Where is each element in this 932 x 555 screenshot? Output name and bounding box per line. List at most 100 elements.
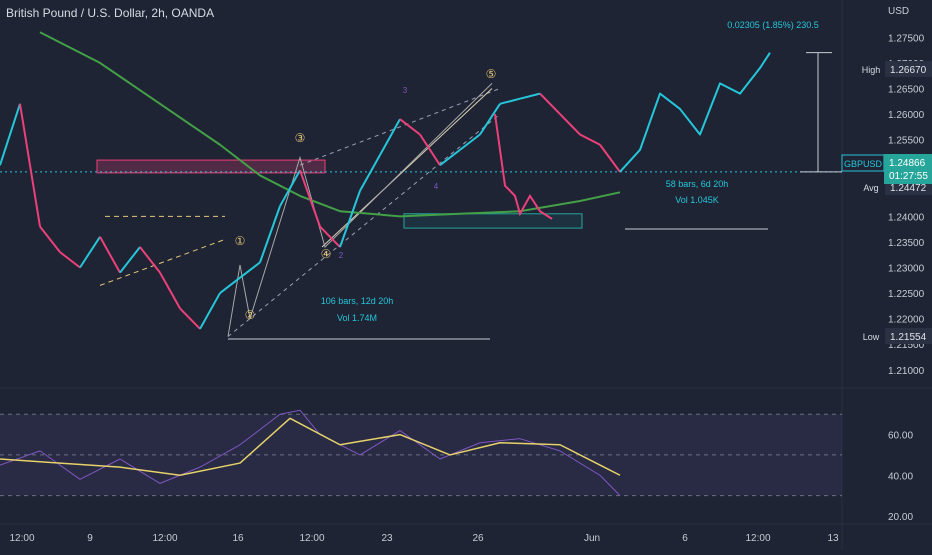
time-tick-label: 13 <box>827 533 839 544</box>
price-segment <box>379 118 401 156</box>
price-segment <box>279 169 301 207</box>
wave-sublabel: 2 <box>339 251 344 260</box>
rsi-tick-label: 40.00 <box>888 471 913 482</box>
wave-sublabel: 4 <box>434 182 439 191</box>
time-tick-label: 12:00 <box>9 533 34 544</box>
support-zone <box>403 213 583 229</box>
price-segment <box>359 154 381 192</box>
avg-value: 1.24472 <box>890 183 927 194</box>
price-segment <box>19 103 41 227</box>
price-segment <box>139 246 161 274</box>
time-tick-label: 23 <box>381 533 393 544</box>
high-label-bg <box>857 61 885 77</box>
price-segment <box>159 272 181 309</box>
elliott-wave-path <box>227 83 493 337</box>
high-value-bg <box>885 61 932 77</box>
last-value-bg <box>884 154 932 184</box>
low-label-bg <box>857 328 885 344</box>
price-segment <box>239 261 261 279</box>
price-tick-label: 1.21500 <box>888 340 925 351</box>
price-segment <box>479 103 501 136</box>
price-segment <box>179 307 201 330</box>
price-segment <box>259 205 281 263</box>
price-tick-label: 1.22500 <box>888 289 925 300</box>
time-tick-label: 12:00 <box>745 533 770 544</box>
wave-label: ③ <box>295 131 306 145</box>
wave-label: ④ <box>321 247 332 261</box>
price-segment <box>539 92 561 115</box>
price-tick-label: 1.26000 <box>888 110 925 121</box>
time-tick-label: 12:00 <box>152 533 177 544</box>
price-segment <box>39 225 61 253</box>
price-tick-label: 1.25500 <box>888 136 925 147</box>
price-segment <box>459 133 481 151</box>
time-tick-label: 16 <box>232 533 244 544</box>
price-segment <box>559 113 581 136</box>
price-segment <box>199 292 221 330</box>
wave-label: ② <box>245 308 256 322</box>
price-segment <box>59 251 81 269</box>
price-segment <box>439 149 461 166</box>
price-tick-label: 1.21000 <box>888 366 925 377</box>
price-tick-label: 1.23000 <box>888 263 925 274</box>
price-segment <box>219 276 241 294</box>
bearish-projection-line <box>494 113 553 220</box>
rsi-line <box>0 409 621 496</box>
rsi-tick-label: 20.00 <box>888 512 913 523</box>
channel-line <box>227 113 501 337</box>
time-tick-label: Jun <box>584 533 600 544</box>
moving-average-line <box>39 31 621 218</box>
resistance-zone <box>96 159 326 174</box>
price-tick-label: 1.23500 <box>888 238 925 249</box>
high-value: 1.26670 <box>890 65 927 76</box>
price-segment <box>79 236 101 269</box>
range-right-bars: 58 bars, 6d 20h <box>666 179 729 189</box>
wave-label: ① <box>235 234 246 248</box>
channel-line <box>299 88 501 166</box>
price-axis-unit: USD <box>888 6 909 17</box>
price-segment <box>419 133 441 166</box>
price-segment <box>499 97 521 105</box>
avg-label: Avg <box>863 183 878 193</box>
chart-title: British Pound / U.S. Dollar, 2h, OANDA <box>6 6 215 20</box>
low-label: Low <box>863 332 880 342</box>
countdown: 01:27:55 <box>889 171 928 182</box>
last-value: 1.24866 <box>889 158 926 169</box>
price-segment <box>399 118 421 136</box>
last-label: GBPUSD <box>844 159 883 169</box>
wave-label: ⑤ <box>486 67 497 81</box>
price-segment <box>319 225 341 248</box>
bullish-projection-line <box>619 52 771 173</box>
price-tick-label: 1.27500 <box>888 33 925 44</box>
high-label: High <box>862 65 881 75</box>
rsi-ma-line <box>0 417 621 477</box>
low-value-bg <box>885 328 932 344</box>
time-tick-label: 9 <box>87 533 93 544</box>
low-value: 1.21554 <box>890 332 927 343</box>
time-tick-label: 6 <box>682 533 688 544</box>
avg-label-bg <box>857 179 885 195</box>
price-tick-label: 1.26500 <box>888 84 925 95</box>
pattern-line <box>99 238 226 286</box>
price-segment <box>99 236 121 274</box>
price-segment <box>579 133 601 146</box>
price-segment <box>119 246 141 274</box>
price-segment <box>0 103 21 166</box>
range-left-bars: 106 bars, 12d 20h <box>321 296 394 306</box>
rsi-tick-label: 60.00 <box>888 431 913 442</box>
time-tick-label: 26 <box>472 533 484 544</box>
price-segment <box>299 169 321 227</box>
time-tick-label: 12:00 <box>299 533 324 544</box>
rsi-band <box>0 414 842 496</box>
price-segment <box>339 190 361 248</box>
price-tick-label: 1.22000 <box>888 315 925 326</box>
price-segment <box>599 144 621 173</box>
range-right-vol: Vol 1.045K <box>675 195 719 205</box>
wave-sublabel: 3 <box>403 86 408 95</box>
price-segment <box>519 92 541 100</box>
price-tick-label: 1.24000 <box>888 212 925 223</box>
range-left-vol: Vol 1.74M <box>337 313 377 323</box>
